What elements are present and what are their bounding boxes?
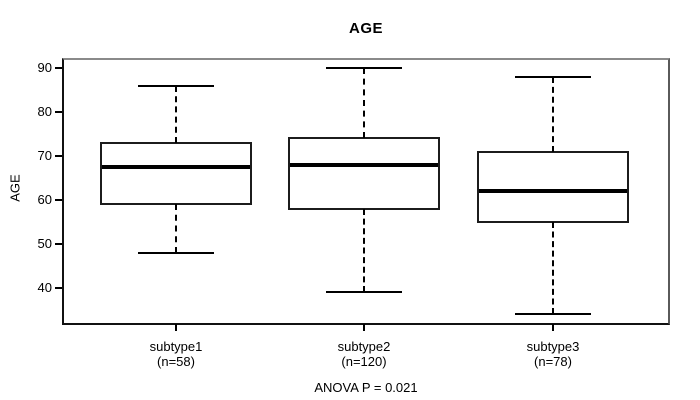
lower-whisker-cap-subtype1 — [138, 251, 214, 254]
group-label-subtype2: subtype2 (n=120) — [294, 339, 434, 369]
lower-whisker-subtype3 — [552, 222, 554, 315]
y-axis-tick — [55, 155, 62, 157]
x-axis-tick-subtype2 — [363, 324, 365, 331]
group-label-count: (n=58) — [157, 354, 195, 369]
plot-area — [62, 58, 670, 325]
group-label-count: (n=78) — [534, 354, 572, 369]
median-line-subtype3 — [479, 189, 627, 194]
y-axis-tick-label: 60 — [37, 192, 52, 207]
y-axis-tick-label: 70 — [37, 148, 52, 163]
y-axis-tick — [55, 287, 62, 289]
upper-whisker-subtype2 — [363, 68, 365, 139]
group-label-count: (n=120) — [341, 354, 387, 369]
x-axis-tick-subtype3 — [552, 324, 554, 331]
upper-whisker-cap-subtype3 — [515, 75, 591, 78]
median-line-subtype1 — [102, 165, 250, 169]
y-axis-tick — [55, 243, 62, 245]
upper-whisker-subtype1 — [175, 85, 177, 143]
lower-whisker-cap-subtype3 — [515, 313, 591, 316]
anova-annotation: ANOVA P = 0.021 — [314, 380, 418, 395]
box-subtype3 — [477, 150, 629, 223]
y-axis-tick — [55, 111, 62, 113]
x-axis-tick-subtype1 — [175, 324, 177, 331]
upper-whisker-cap-subtype2 — [326, 67, 402, 69]
group-label-subtype3: subtype3 (n=78) — [483, 339, 623, 369]
lower-whisker-subtype1 — [175, 204, 177, 253]
y-axis-tick — [55, 67, 62, 69]
group-label-name: subtype3 — [526, 339, 580, 354]
lower-whisker-cap-subtype2 — [326, 291, 402, 294]
y-axis-tick-label: 40 — [37, 280, 52, 295]
upper-whisker-cap-subtype1 — [138, 84, 214, 87]
lower-whisker-subtype2 — [363, 208, 365, 293]
y-axis-tick-label: 50 — [37, 236, 52, 251]
upper-whisker-subtype3 — [552, 76, 554, 152]
box-subtype1 — [100, 141, 252, 206]
y-axis-tick-label: 80 — [37, 104, 52, 119]
group-label-name: subtype1 — [149, 339, 203, 354]
group-label-subtype1: subtype1 (n=58) — [106, 339, 246, 369]
median-line-subtype2 — [290, 162, 438, 167]
chart-title: AGE — [348, 20, 383, 37]
group-label-name: subtype2 — [337, 339, 391, 354]
box-subtype2 — [288, 137, 440, 210]
y-axis-tick-label: 90 — [37, 60, 52, 75]
y-axis-tick — [55, 199, 62, 201]
